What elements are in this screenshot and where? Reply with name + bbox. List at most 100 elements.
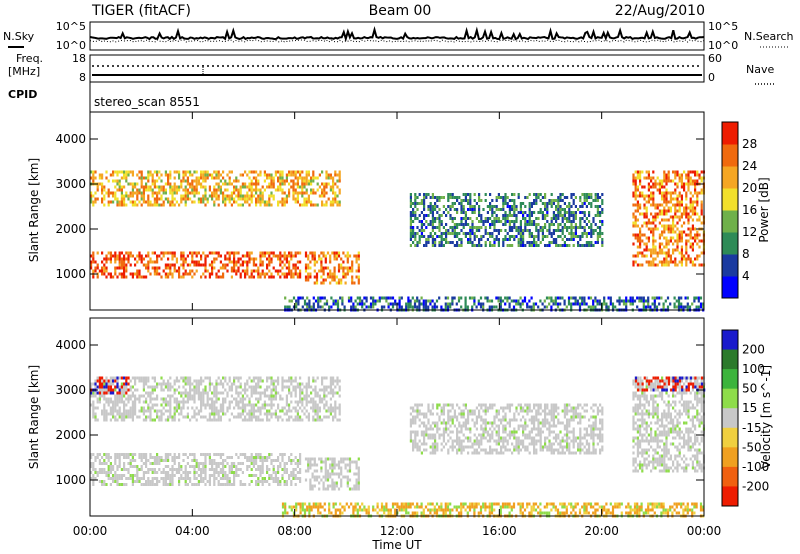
echo-cell: [639, 182, 642, 186]
echo-cell: [261, 269, 264, 273]
echo-cell: [652, 221, 655, 225]
echo-cell: [136, 275, 139, 279]
echo-cell: [530, 220, 533, 223]
echo-cell: [178, 391, 181, 395]
echo-cell: [425, 241, 428, 244]
echo-cell: [114, 170, 117, 174]
echo-cell: [129, 409, 132, 413]
echo-cell: [200, 453, 203, 456]
echo-cell: [340, 281, 343, 285]
echo-cell: [290, 382, 293, 386]
echo-cell: [259, 474, 262, 477]
echo-cell: [482, 305, 485, 309]
echo-cell: [211, 272, 214, 276]
echo-cell: [639, 236, 642, 240]
echo-cell: [625, 299, 628, 303]
echo-cell: [127, 456, 130, 459]
echo-cell: [650, 260, 653, 264]
echo-cell: [180, 263, 183, 267]
colorbar-tick-label: 28: [742, 137, 757, 151]
echo-cell: [142, 263, 145, 267]
echo-cell: [654, 224, 657, 228]
echo-cell: [506, 296, 509, 300]
echo-cell: [666, 296, 670, 300]
echo-cell: [305, 391, 308, 395]
echo-cell: [306, 305, 309, 309]
echo-cell: [467, 223, 470, 226]
echo-cell: [186, 382, 189, 386]
echo-cell: [689, 200, 692, 204]
echo-cell: [478, 214, 481, 217]
echo-cell: [324, 457, 327, 461]
echo-cell: [288, 191, 291, 195]
echo-cell: [255, 200, 258, 204]
echo-cell: [123, 200, 126, 204]
echo-cell: [235, 251, 238, 255]
echo-cell: [478, 244, 481, 247]
echo-cell: [683, 206, 686, 210]
echo-cell: [103, 394, 106, 398]
echo-cell: [687, 221, 690, 225]
echo-cell: [215, 194, 218, 198]
echo-cell: [228, 194, 231, 198]
echo-cell: [116, 477, 119, 480]
echo-cell: [358, 299, 362, 303]
echo-cell: [125, 176, 128, 180]
echo-cell: [169, 203, 172, 207]
echo-cell: [156, 394, 159, 398]
echo-cell: [460, 205, 463, 208]
echo-cell: [658, 212, 661, 216]
echo-cell: [522, 235, 525, 238]
echo-cell: [323, 388, 326, 392]
echo-cell: [601, 211, 604, 214]
echo-cell: [535, 217, 538, 220]
echo-cell: [169, 382, 172, 386]
echo-cell: [94, 200, 97, 204]
echo-cell: [153, 471, 156, 474]
echo-cell: [643, 248, 646, 252]
echo-cell: [277, 456, 280, 459]
echo-cell: [351, 263, 354, 267]
echo-cell: [647, 227, 650, 231]
echo-cell: [98, 400, 101, 404]
echo-cell: [288, 403, 291, 407]
echo-cell: [424, 305, 428, 309]
echo-cell: [142, 412, 145, 416]
echo-cell: [324, 254, 327, 258]
echo-cell: [517, 241, 520, 244]
echo-cell: [409, 193, 412, 196]
echo-cell: [644, 305, 648, 309]
echo-cell: [486, 299, 489, 303]
echo-cell: [636, 245, 639, 249]
echo-cell: [164, 263, 167, 267]
echo-cell: [250, 251, 253, 255]
echo-cell: [581, 235, 584, 238]
echo-cell: [252, 415, 255, 419]
echo-cell: [567, 302, 571, 306]
echo-cell: [237, 468, 240, 471]
echo-cell: [107, 471, 110, 474]
echo-cell: [197, 468, 200, 471]
echo-cell: [523, 296, 527, 300]
echo-cell: [592, 199, 595, 202]
echo-cell: [333, 266, 336, 270]
echo-cell: [248, 418, 251, 422]
echo-cell: [696, 236, 699, 240]
echo-cell: [279, 415, 282, 419]
echo-cell: [596, 241, 599, 244]
noise-right-label: N.Search: [744, 30, 794, 43]
echo-cell: [478, 205, 481, 208]
echo-cell: [655, 305, 659, 309]
echo-cell: [222, 382, 225, 386]
echo-cell: [480, 226, 483, 229]
echo-cell: [103, 412, 106, 416]
echo-cell: [654, 215, 657, 219]
echo-cell: [105, 379, 108, 383]
echo-cell: [374, 302, 377, 306]
echo-cell: [250, 409, 253, 413]
echo-cell: [250, 394, 253, 398]
echo-cell: [153, 403, 156, 407]
echo-cell: [451, 226, 454, 229]
echo-cell: [669, 236, 672, 240]
colorbar-swatch: [722, 144, 738, 167]
